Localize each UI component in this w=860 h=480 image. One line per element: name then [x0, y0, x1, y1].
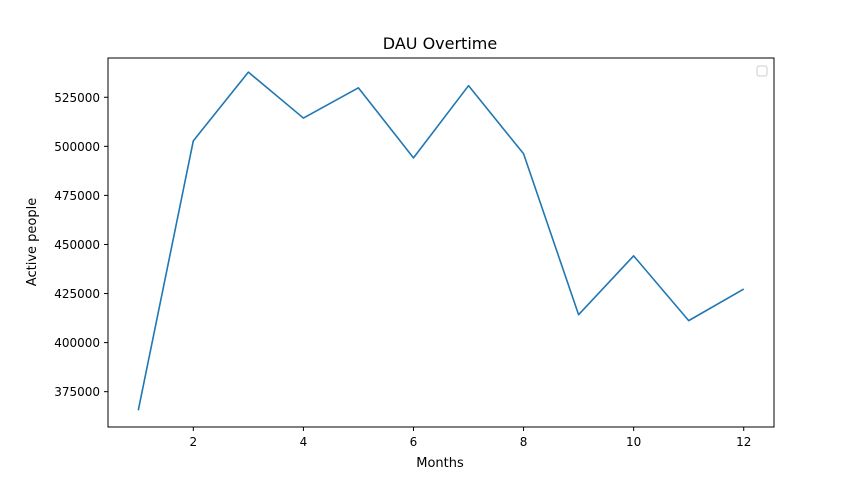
y-tick-label: 375000	[54, 385, 100, 399]
chart-title: DAU Overtime	[383, 34, 497, 53]
x-tick-label: 8	[520, 435, 528, 449]
x-axis-title: Months	[416, 456, 464, 471]
x-tick-label: 6	[410, 435, 418, 449]
series-line	[137, 71, 745, 411]
y-tick-label: 475000	[54, 189, 100, 203]
y-tick-label: 425000	[54, 287, 100, 301]
x-tick-label: 4	[300, 435, 308, 449]
y-tick-label: 400000	[54, 336, 100, 350]
y-tick-label: 450000	[54, 238, 100, 252]
x-tick-label: 12	[736, 435, 751, 449]
y-tick-label: 525000	[54, 91, 100, 105]
x-tick-label: 10	[626, 435, 641, 449]
plot-frame	[107, 57, 775, 428]
x-tick-label: 2	[189, 435, 197, 449]
legend-box	[756, 65, 768, 77]
y-axis-title: Active people	[25, 198, 40, 286]
y-tick-label: 500000	[54, 140, 100, 154]
